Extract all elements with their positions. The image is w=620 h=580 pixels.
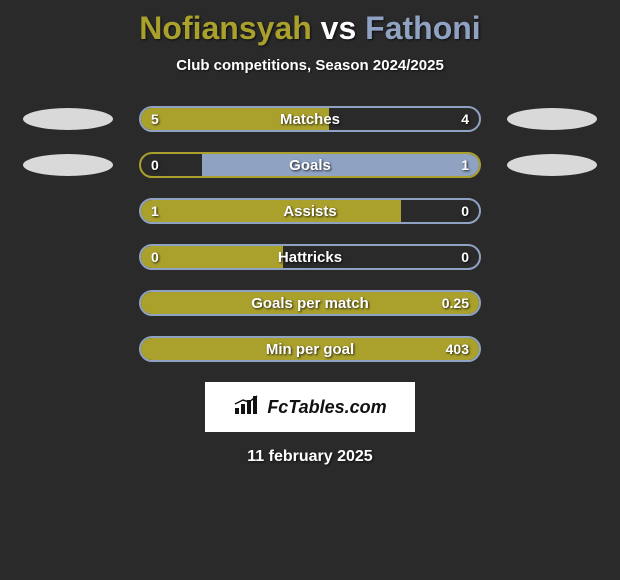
left-marker bbox=[23, 108, 113, 130]
brand-text: FcTables.com bbox=[267, 397, 386, 418]
player1-name: Nofiansyah bbox=[139, 10, 311, 46]
subtitle: Club competitions, Season 2024/2025 bbox=[0, 57, 620, 74]
right-marker bbox=[507, 154, 597, 176]
stat-label: Hattricks bbox=[141, 246, 479, 268]
date-line: 11 february 2025 bbox=[0, 448, 620, 466]
stat-row: 54Matches bbox=[0, 106, 620, 132]
stat-label: Goals per match bbox=[141, 292, 479, 314]
chart-icon bbox=[233, 394, 261, 421]
stat-bar: 0.25Goals per match bbox=[139, 290, 481, 316]
stat-row: 0.25Goals per match bbox=[0, 290, 620, 316]
stat-row: 403Min per goal bbox=[0, 336, 620, 362]
stat-bar: 00Hattricks bbox=[139, 244, 481, 270]
stat-bar: 10Assists bbox=[139, 198, 481, 224]
stat-label: Goals bbox=[141, 154, 479, 176]
footer-logo: FcTables.com bbox=[205, 382, 415, 432]
stat-row: 10Assists bbox=[0, 198, 620, 224]
player2-name: Fathoni bbox=[365, 10, 481, 46]
vs-text: vs bbox=[321, 10, 357, 46]
stat-bar: 01Goals bbox=[139, 152, 481, 178]
right-marker bbox=[507, 108, 597, 130]
stat-label: Matches bbox=[141, 108, 479, 130]
comparison-title: Nofiansyah vs Fathoni bbox=[0, 0, 620, 47]
stats-container: 54Matches 01Goals 10Assists 00Hattricks 0.25… bbox=[0, 106, 620, 362]
left-marker bbox=[23, 154, 113, 176]
stat-label: Min per goal bbox=[141, 338, 479, 360]
stat-row: 00Hattricks bbox=[0, 244, 620, 270]
stat-bar: 403Min per goal bbox=[139, 336, 481, 362]
stat-bar: 54Matches bbox=[139, 106, 481, 132]
stat-row: 01Goals bbox=[0, 152, 620, 178]
stat-label: Assists bbox=[141, 200, 479, 222]
